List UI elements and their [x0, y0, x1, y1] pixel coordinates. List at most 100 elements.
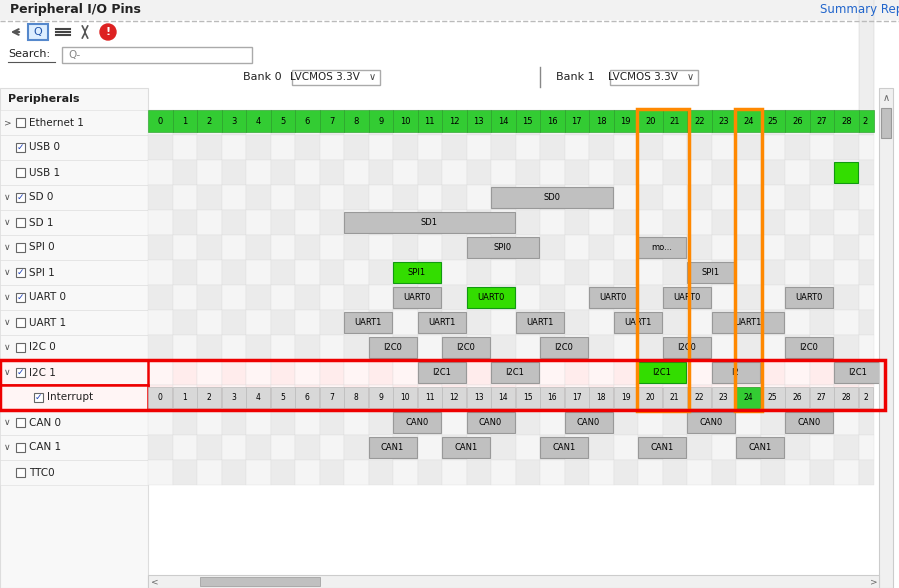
- Text: 25: 25: [768, 393, 778, 402]
- Text: ∨: ∨: [687, 72, 693, 82]
- Text: 9: 9: [378, 393, 383, 402]
- Bar: [613, 435, 638, 460]
- Text: 4: 4: [255, 116, 261, 125]
- Bar: [197, 285, 221, 310]
- Bar: [271, 160, 295, 185]
- Bar: [809, 387, 833, 408]
- Bar: [711, 160, 736, 185]
- Text: 14: 14: [498, 116, 509, 125]
- Text: 20: 20: [645, 116, 655, 125]
- Bar: [663, 410, 687, 435]
- Bar: [197, 110, 221, 132]
- Bar: [491, 410, 515, 435]
- Bar: [16, 293, 25, 302]
- Bar: [761, 185, 785, 210]
- Bar: [589, 410, 613, 435]
- Bar: [491, 387, 515, 408]
- Bar: [0, 360, 148, 385]
- Bar: [467, 335, 491, 360]
- Bar: [221, 460, 246, 485]
- Bar: [687, 387, 711, 408]
- Bar: [246, 310, 271, 335]
- Text: Interrupt: Interrupt: [47, 393, 93, 403]
- Text: SD 1: SD 1: [29, 218, 54, 228]
- Bar: [736, 385, 761, 410]
- Text: UART1: UART1: [526, 318, 553, 327]
- Bar: [761, 387, 785, 408]
- Bar: [736, 135, 761, 160]
- Bar: [515, 110, 540, 132]
- Text: I2C0: I2C0: [799, 343, 818, 352]
- Bar: [442, 285, 467, 310]
- Bar: [467, 237, 539, 258]
- Text: CAN0: CAN0: [699, 418, 723, 427]
- Bar: [687, 285, 711, 310]
- Bar: [271, 387, 295, 408]
- Bar: [173, 235, 197, 260]
- Bar: [0, 235, 148, 260]
- Text: 21: 21: [670, 393, 680, 402]
- Bar: [173, 410, 197, 435]
- Bar: [16, 118, 25, 127]
- Bar: [859, 0, 874, 132]
- Text: >: >: [4, 118, 12, 127]
- Bar: [417, 435, 442, 460]
- Bar: [369, 210, 393, 235]
- Bar: [834, 135, 859, 160]
- Text: ✓: ✓: [17, 368, 24, 377]
- Bar: [589, 460, 613, 485]
- Bar: [344, 312, 392, 333]
- Bar: [663, 110, 687, 135]
- Text: ✓: ✓: [35, 393, 42, 402]
- Bar: [173, 387, 197, 408]
- Bar: [736, 410, 761, 435]
- Bar: [540, 135, 565, 160]
- Bar: [565, 410, 589, 435]
- Text: ✓: ✓: [17, 193, 24, 202]
- Bar: [638, 360, 663, 385]
- Bar: [565, 360, 589, 385]
- Bar: [369, 310, 393, 335]
- Bar: [638, 435, 663, 460]
- Bar: [638, 460, 663, 485]
- Bar: [221, 135, 246, 160]
- Bar: [197, 185, 221, 210]
- Bar: [173, 260, 197, 285]
- Bar: [173, 435, 197, 460]
- Bar: [589, 310, 613, 335]
- Text: TTC0: TTC0: [29, 467, 55, 477]
- Text: 13: 13: [474, 393, 484, 402]
- Bar: [442, 435, 467, 460]
- Bar: [589, 260, 613, 285]
- Bar: [491, 460, 515, 485]
- Bar: [687, 260, 711, 285]
- Text: 22: 22: [695, 393, 704, 402]
- Bar: [417, 362, 466, 383]
- Bar: [197, 110, 221, 135]
- Bar: [246, 335, 271, 360]
- Bar: [148, 360, 173, 385]
- Bar: [467, 387, 491, 408]
- Bar: [809, 235, 834, 260]
- Bar: [565, 160, 589, 185]
- Bar: [785, 285, 809, 310]
- Bar: [369, 335, 393, 360]
- Text: 22: 22: [694, 116, 705, 125]
- Bar: [638, 437, 686, 458]
- Text: 1: 1: [182, 393, 187, 402]
- Bar: [515, 260, 540, 285]
- Bar: [515, 310, 540, 335]
- Bar: [34, 393, 43, 402]
- Bar: [246, 360, 271, 385]
- Bar: [491, 260, 515, 285]
- Bar: [785, 387, 809, 408]
- Text: ∧: ∧: [883, 93, 890, 103]
- Bar: [540, 337, 588, 358]
- Bar: [809, 135, 834, 160]
- Bar: [610, 70, 698, 85]
- Bar: [393, 387, 417, 408]
- Circle shape: [100, 24, 116, 40]
- Text: ∨: ∨: [4, 293, 11, 302]
- Bar: [295, 135, 319, 160]
- Bar: [344, 260, 369, 285]
